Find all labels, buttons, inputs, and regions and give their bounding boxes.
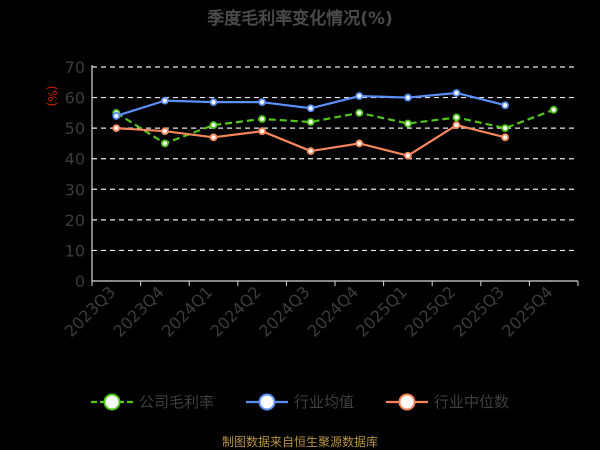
legend-item: 公司毛利率 — [90, 391, 214, 412]
data-point — [112, 124, 121, 133]
legend-label: 公司毛利率 — [138, 393, 214, 411]
data-point — [306, 118, 315, 126]
data-point — [209, 121, 218, 129]
y-tick-label: 60 — [65, 89, 85, 108]
data-point — [160, 127, 169, 136]
source-note: 制图数据来自恒生聚源数据库 — [221, 435, 378, 449]
data-point — [501, 101, 510, 110]
data-point — [501, 124, 510, 133]
data-point — [306, 147, 315, 155]
y-tick-label: 30 — [65, 180, 85, 199]
data-point — [209, 98, 218, 107]
x-tick-label: 2025Q1 — [352, 282, 410, 340]
y-tick-label: 40 — [65, 150, 85, 169]
y-tick-label: 20 — [65, 211, 85, 230]
y-tick-label: 10 — [65, 241, 85, 260]
x-tick-label: 2024Q2 — [207, 282, 265, 340]
data-point — [452, 113, 461, 122]
data-point — [501, 133, 510, 142]
data-point — [160, 139, 169, 148]
data-point — [403, 119, 412, 128]
data-point — [160, 96, 169, 105]
y-tick-label: 50 — [65, 119, 85, 138]
data-point — [355, 139, 364, 148]
legend-item: 行业均值 — [245, 391, 354, 412]
x-tick-label: 2024Q4 — [304, 282, 362, 340]
series-lines — [112, 89, 558, 160]
x-tick-label: 2025Q4 — [498, 282, 556, 340]
legend-swatch — [386, 393, 428, 410]
axis-labels: 010203040506070(%)2023Q32023Q42024Q12024… — [45, 58, 557, 341]
data-point — [403, 93, 412, 102]
x-tick-label: 2025Q2 — [401, 282, 459, 340]
legend-label: 行业中位数 — [434, 393, 510, 411]
data-point — [112, 112, 121, 120]
y-tick-label: 70 — [65, 58, 85, 77]
x-tick-label: 2023Q4 — [109, 282, 167, 340]
legend-label: 行业均值 — [293, 393, 354, 411]
chart-title: 季度毛利率变化情况(%) — [207, 9, 393, 29]
data-point — [452, 89, 461, 97]
data-point — [355, 108, 364, 117]
legend-swatch — [245, 393, 288, 410]
axes — [91, 65, 579, 286]
x-tick-label: 2023Q3 — [61, 282, 119, 340]
y-axis-label: (%) — [45, 86, 59, 107]
legend: 公司毛利率 行业均值 行业中位数 — [0, 391, 600, 412]
data-point — [258, 127, 267, 136]
data-point — [258, 115, 267, 123]
data-point — [209, 133, 218, 142]
y-tick-label: 0 — [75, 272, 85, 291]
legend-item: 行业中位数 — [386, 391, 509, 412]
data-point — [452, 121, 461, 129]
x-tick-label: 2024Q3 — [255, 282, 313, 340]
x-tick-label: 2024Q1 — [158, 282, 216, 340]
data-point — [258, 98, 267, 107]
data-point — [549, 105, 558, 114]
data-point — [306, 104, 315, 113]
data-point — [403, 151, 412, 160]
legend-swatch — [90, 393, 133, 410]
x-tick-label: 2025Q3 — [450, 282, 508, 340]
series-line — [115, 108, 555, 145]
data-point — [355, 92, 364, 100]
grid-lines — [92, 66, 578, 252]
